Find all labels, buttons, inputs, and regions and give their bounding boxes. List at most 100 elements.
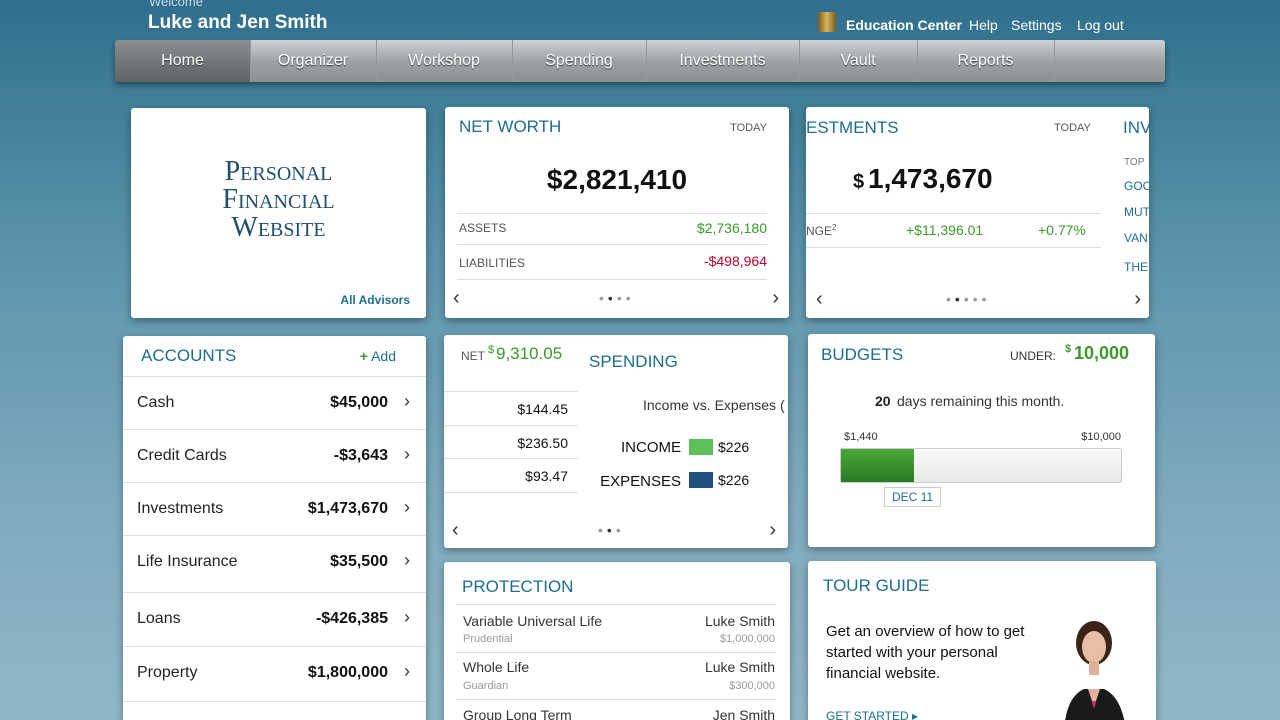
legend-label: INCOME — [621, 439, 681, 456]
net-worth-card: NET WORTH TODAY $2,821,410 ASSETS $2,736… — [445, 107, 789, 318]
account-value: $1,800,000 — [307, 664, 388, 681]
currency: $ — [853, 171, 865, 193]
legend-swatch — [689, 472, 713, 488]
period: TODAY — [1054, 122, 1091, 134]
footnote: 2 — [832, 223, 837, 232]
spending-card: NET $ 9,310.05 SPENDING $144.45 $236.50 … — [444, 335, 788, 548]
accounts-card: ACCOUNTS + Add Cash $45,000 › Credit Cards… — [123, 336, 426, 720]
divider — [806, 247, 1101, 248]
progress-fill — [841, 449, 914, 482]
nav-bar: Home Organizer Workshop Spending Investm… — [115, 40, 1165, 82]
budgets-card: BUDGETS UNDER: $ 10,000 20 days remainin… — [808, 334, 1155, 547]
next-panel-item: MUT — [1124, 205, 1149, 219]
net-label: NET — [461, 349, 485, 363]
divider — [456, 652, 776, 653]
next-arrow[interactable]: › — [1134, 288, 1141, 310]
change-percent: +0.77% — [1038, 222, 1086, 238]
investments-card: ESTMENTS TODAY $ 1,473,670 NGE2 +$11,396… — [806, 107, 1149, 318]
legend-swatch — [689, 439, 713, 455]
logout-link[interactable]: Log out — [1077, 17, 1124, 33]
owner: Luke Smith — [704, 613, 775, 629]
protection-card: PROTECTION Variable Universal Life Prude… — [444, 562, 790, 720]
days-text: days remaining this month. — [897, 393, 1065, 409]
help-link[interactable]: Help — [969, 17, 998, 33]
prev-arrow[interactable]: ‹ — [452, 519, 459, 541]
spending-amount: $236.50 — [517, 435, 568, 451]
legend-label: EXPENSES — [600, 473, 681, 490]
divider — [444, 425, 578, 426]
next-panel-item: GOO — [1124, 179, 1149, 193]
nav-tab[interactable]: Home — [115, 40, 251, 82]
policy-name: Variable Universal Life — [463, 613, 603, 629]
divider — [123, 701, 426, 702]
divider — [457, 213, 767, 214]
currency: $ — [488, 344, 495, 356]
books-icon — [818, 12, 836, 32]
add-button[interactable]: + Add — [359, 348, 396, 364]
brand-line: Personal — [224, 156, 333, 187]
spending-amount: $144.45 — [517, 401, 568, 417]
prev-arrow[interactable]: ‹ — [453, 287, 460, 309]
nav-tab[interactable]: Reports — [917, 40, 1055, 82]
education-link[interactable]: Education Center — [846, 17, 962, 33]
account-row[interactable]: Investments $1,473,670 › — [123, 482, 426, 536]
get-started-label: GET STARTED — [826, 709, 909, 720]
period: TODAY — [730, 122, 767, 134]
account-row[interactable]: Property $1,800,000 › — [123, 646, 426, 700]
guide-photo — [1065, 621, 1125, 720]
account-name: Credit Cards — [137, 447, 227, 464]
date-marker: DEC 11 — [884, 487, 942, 507]
under-label: UNDER: — [1010, 349, 1057, 363]
pager-dots: ••••• — [946, 291, 991, 307]
next-arrow[interactable]: › — [772, 287, 779, 309]
settings-link[interactable]: Settings — [1011, 17, 1062, 33]
account-row[interactable]: Life Insurance $35,500 › — [123, 535, 426, 589]
legend-value: $226 — [718, 472, 750, 488]
amount: $300,000 — [729, 680, 775, 692]
days-count: 20 — [875, 393, 891, 409]
brand-logo: Personal Financial Website — [131, 158, 426, 242]
user-name: Luke and Jen Smith — [148, 12, 328, 33]
advisors-link[interactable]: All Advisors — [340, 293, 410, 307]
nav-tab[interactable]: Organizer — [250, 40, 377, 82]
account-name: Property — [137, 664, 198, 681]
account-value: $1,473,670 — [307, 500, 388, 517]
progress-track — [840, 448, 1122, 483]
account-row[interactable]: Credit Cards -$3,643 › — [123, 429, 426, 483]
next-arrow[interactable]: › — [769, 519, 776, 541]
change-value: +$11,396.01 — [906, 222, 984, 238]
provider: Prudential — [463, 633, 513, 645]
next-panel-item: TOP — [1124, 157, 1145, 168]
brand-line: Financial — [222, 184, 335, 215]
change-label: NGE2 — [806, 223, 836, 238]
legend-value: $226 — [718, 439, 750, 455]
prev-arrow[interactable]: ‹ — [816, 288, 823, 310]
account-row[interactable]: Loans -$426,385 › — [123, 592, 426, 646]
policy-name: Group Long Term — [463, 707, 572, 720]
account-row[interactable]: Cash $45,000 › — [123, 376, 426, 430]
row-value: $2,736,180 — [696, 220, 767, 236]
nav-tab[interactable]: Vault — [799, 40, 918, 82]
amount: $1,000,000 — [719, 633, 775, 645]
welcome: Welcome — [149, 0, 203, 9]
nav-tab[interactable]: Workshop — [376, 40, 513, 82]
nav-tab[interactable]: Investments — [646, 40, 800, 82]
card-title: PROTECTION — [462, 577, 574, 596]
next-panel-item: VAN — [1124, 231, 1148, 245]
spending-amount: $93.47 — [525, 468, 568, 484]
divider — [444, 391, 578, 392]
card-title: ESTMENTS — [806, 118, 899, 137]
account-value: $45,000 — [330, 394, 388, 411]
under-amount: 10,000 — [1074, 343, 1130, 363]
account-value: $35,500 — [330, 553, 388, 570]
range-min: $1,440 — [844, 431, 878, 443]
divider — [456, 699, 776, 700]
currency: $ — [1065, 343, 1072, 355]
row-value: -$498,964 — [703, 253, 767, 269]
card-title: TOUR GUIDE — [823, 576, 930, 595]
account-name: Investments — [137, 500, 224, 517]
get-started-link[interactable]: GET STARTED ▸ — [826, 709, 918, 720]
pager-dots: •••• — [599, 290, 635, 306]
nav-tab[interactable]: Spending — [512, 40, 647, 82]
